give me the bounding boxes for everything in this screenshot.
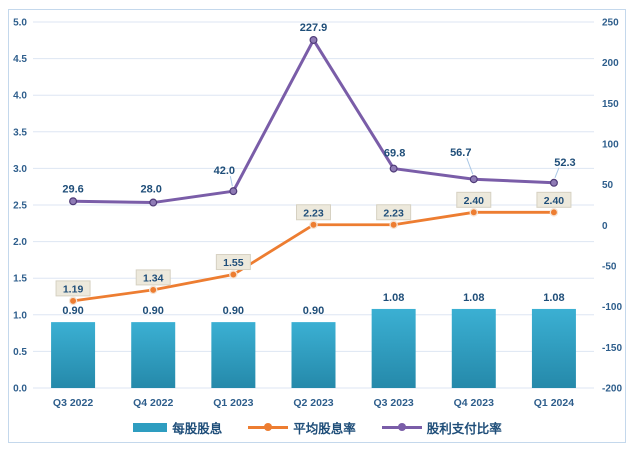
avg-yield-data-label: 1.34 (143, 272, 164, 284)
right-axis-tick: 0 (602, 221, 608, 232)
bar-data-label: 1.08 (543, 292, 564, 304)
payout-ratio-marker (469, 175, 478, 184)
payout-ratio-marker (389, 164, 398, 173)
payout-ratio-marker (69, 197, 78, 206)
line-label-box (376, 204, 412, 221)
avg-yield-data-label: 1.19 (63, 283, 84, 295)
avg-yield-marker (229, 270, 238, 279)
bar-data-label: 0.90 (62, 305, 83, 317)
left-axis-tick: 4.0 (13, 91, 27, 102)
legend-item-line2: 股利支付比率 (381, 418, 502, 437)
bar-Q4 2022 (131, 322, 176, 388)
payout-ratio-data-label: 52.3 (554, 157, 575, 169)
payout-ratio-data-label: 28.0 (141, 184, 162, 196)
avg-yield-marker (309, 220, 318, 230)
left-axis-tick: 0.0 (13, 384, 27, 395)
avg-yield-marker (549, 208, 559, 217)
x-axis-category-label: Q1 2024 (534, 397, 574, 409)
avg-yield-data-label: 1.55 (223, 257, 244, 269)
legend-line-marker-icon (381, 422, 422, 432)
legend-label: 股利支付比率 (426, 421, 502, 436)
payout-ratio-marker (549, 178, 558, 187)
legend-line-dot (264, 423, 273, 431)
label-leader-line (466, 158, 474, 175)
right-axis-tick: -100 (602, 302, 622, 313)
chart-frame-border (8, 9, 626, 443)
avg-yield-data-label: 2.40 (464, 195, 485, 207)
x-axis-category-label: Q4 2023 (454, 397, 494, 409)
payout-ratio-data-label: 227.9 (300, 22, 328, 34)
payout-ratio-data-label: 42.0 (214, 165, 235, 177)
bar-data-label: 0.90 (303, 305, 324, 317)
label-leader-line (554, 167, 560, 178)
x-axis-category-label: Q3 2023 (373, 397, 413, 409)
legend-line-dot (397, 423, 406, 431)
x-axis-category-label: Q2 2023 (293, 397, 333, 409)
left-axis-tick: 5.0 (13, 18, 27, 29)
left-axis-tick: 2.0 (13, 237, 27, 248)
bar-data-label: 0.90 (223, 305, 244, 317)
avg-yield-data-label: 2.23 (383, 207, 404, 219)
line-label-box (215, 254, 251, 271)
left-axis-tick: 0.5 (13, 347, 27, 358)
x-axis-category-label: Q4 2022 (133, 397, 173, 409)
payout-ratio-line (71, 38, 556, 205)
right-axis-tick: -150 (602, 343, 622, 354)
payout-ratio-data-label: 56.7 (450, 147, 471, 159)
left-axis-tick: 3.5 (13, 127, 27, 138)
avg-yield-marker (389, 220, 398, 230)
left-axis-tick: 3.0 (13, 164, 27, 175)
legend-label: 平均股息率 (293, 421, 356, 436)
bar-Q4 2023 (451, 308, 496, 388)
left-axis-tick: 1.0 (13, 310, 27, 321)
bar-data-label: 1.08 (463, 292, 484, 304)
legend-item-line1: 平均股息率 (248, 418, 356, 437)
avg-yield-marker (68, 296, 78, 306)
avg-yield-data-label: 2.40 (544, 195, 565, 207)
x-axis-category-label: Q3 2022 (53, 397, 93, 409)
line-label-box (456, 191, 492, 208)
avg-yield-marker (148, 285, 158, 295)
bar-Q3 2022 (51, 322, 96, 388)
label-leader-line (229, 176, 233, 187)
bar-Q1 2024 (531, 308, 576, 388)
payout-ratio-marker (309, 35, 318, 44)
line-label-box (296, 204, 331, 221)
left-axis-tick: 4.5 (13, 54, 27, 65)
chart-legend: 每股股息 平均股息率 股利支付比率 (0, 416, 635, 438)
right-axis-tick: 250 (602, 18, 619, 29)
line-label-box (536, 191, 572, 208)
bar-data-label: 1.08 (383, 292, 404, 304)
bar-Q3 2023 (371, 308, 416, 388)
legend-item-bar: 每股股息 (133, 418, 222, 437)
right-axis-tick: 50 (602, 180, 614, 191)
right-axis-tick: 150 (602, 99, 619, 110)
payout-ratio-marker (229, 187, 238, 196)
right-axis-tick: -50 (602, 262, 617, 273)
bar-data-label: 0.90 (143, 305, 164, 317)
left-axis-tick: 1.5 (13, 274, 27, 285)
payout-ratio-marker (149, 198, 158, 207)
avg-yield-data-label: 2.23 (303, 207, 324, 219)
avg-yield-marker (469, 208, 479, 217)
right-axis-tick: 100 (602, 140, 619, 151)
legend-bar-swatch-icon (133, 422, 168, 432)
left-axis-tick: 2.5 (13, 201, 27, 212)
x-axis-category-label: Q1 2023 (213, 397, 253, 409)
legend-label: 每股股息 (172, 421, 223, 436)
line-label-box (135, 269, 171, 286)
line-label-box (55, 280, 91, 297)
payout-ratio-data-label: 29.6 (62, 183, 83, 195)
bar-Q1 2023 (211, 322, 256, 388)
right-axis-tick: 200 (602, 58, 619, 69)
right-axis-tick: -200 (602, 384, 622, 395)
bar-Q2 2023 (291, 322, 336, 388)
payout-ratio-data-label: 69.8 (384, 148, 405, 160)
legend-line-marker-icon (248, 422, 289, 432)
